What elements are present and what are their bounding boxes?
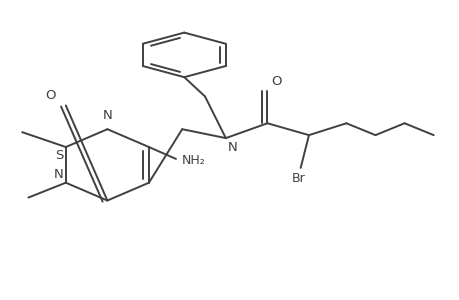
Text: O: O [45, 89, 55, 102]
Text: NH₂: NH₂ [182, 154, 206, 167]
Text: S: S [55, 148, 64, 161]
Text: N: N [227, 141, 237, 154]
Text: N: N [102, 109, 112, 122]
Text: N: N [54, 168, 64, 181]
Text: O: O [271, 75, 281, 88]
Text: Br: Br [291, 172, 305, 185]
